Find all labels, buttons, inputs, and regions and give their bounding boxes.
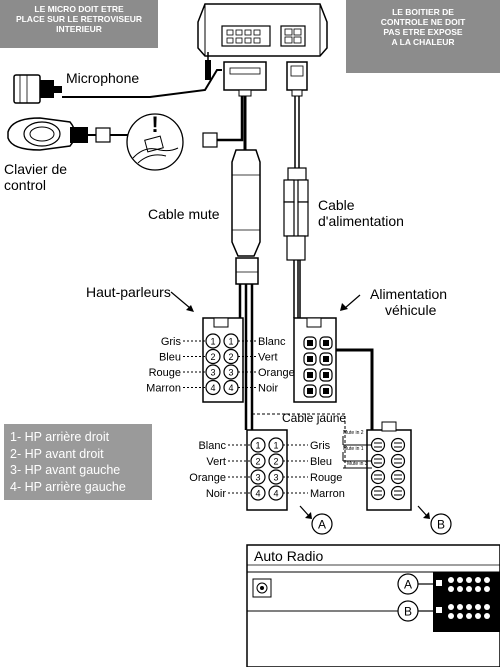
speaker_bottom-pin-number: 2: [273, 457, 278, 467]
speaker_bottom-left-color-label: Vert: [206, 456, 226, 468]
speaker_bottom-pin-number: 1: [273, 441, 278, 451]
speaker_bottom-pin-number: 4: [273, 489, 278, 499]
connector-b-harness: [366, 421, 412, 511]
speaker_bottom-right-color-label: Marron: [310, 488, 345, 500]
keypad-remote-icon: [7, 117, 88, 151]
power-connector-vehicle: [293, 317, 337, 403]
speaker_top-left-color-label: Gris: [161, 336, 182, 348]
speaker_bottom-left-color-label: Orange: [189, 472, 226, 484]
arrow-to-a: [299, 505, 333, 535]
heat-warning-note: LE BOITIER DE CONTROLE NE DOIT PAS ETRE …: [346, 0, 500, 73]
speaker_top-pin-number: 2: [228, 352, 233, 362]
power-cable: [283, 96, 309, 318]
speaker_bottom-pin-number: 3: [255, 473, 260, 483]
speaker_top-pin-3-left: [205, 364, 221, 380]
radio-socket-a-label: A: [404, 578, 412, 592]
mute-in-3-label: Mute in 3: [347, 461, 368, 467]
legend-item-3: 3- HP avant gauche: [10, 463, 121, 477]
speaker_bottom-left-color-label: Blanc: [198, 440, 226, 452]
microphone-placement-note: LE MICRO DOIT ETRE PLACE SUR LE RETROVIS…: [0, 0, 158, 48]
speaker-legend: 1- HP arrière droit 2- HP avant droit 3-…: [4, 424, 152, 500]
speaker_top-left-color-label: Rouge: [149, 367, 181, 379]
vehicle-power-label-line2: véhicule: [385, 302, 437, 318]
legend-item-2: 2- HP avant droit: [10, 446, 104, 461]
speaker_top-right-color-label: Orange: [258, 367, 295, 379]
speaker_top-right-color-label: Vert: [258, 352, 278, 364]
speaker_top-pin-number: 1: [210, 337, 215, 347]
speaker_bottom-pin-number: 4: [255, 489, 260, 499]
speaker_bottom-pin-3-left: [250, 469, 266, 485]
speaker_top-right-color-label: Blanc: [258, 336, 286, 348]
mute-label-lines: [342, 436, 372, 469]
keypad-label-line2: control: [4, 177, 46, 193]
connector-a-label: A: [318, 518, 326, 532]
legend-item-4: 4- HP arrière gauche: [10, 479, 126, 494]
yellow-cable-label: Cable jaune: [282, 411, 346, 425]
speaker_bottom-right-color-label: Gris: [310, 440, 331, 452]
speaker_top-left-color-label: Marron: [146, 383, 181, 395]
speaker_top-pin-4-left: [205, 379, 221, 396]
speaker_top-pin-number: 3: [228, 368, 233, 378]
speaker_top-pin-number: 1: [228, 337, 233, 347]
radio-socket-b-label: B: [404, 605, 412, 619]
auto-radio-unit: [246, 544, 500, 667]
speaker_top-pin-number: 4: [210, 383, 215, 393]
label-arrows: [170, 291, 361, 312]
speaker_top-pin-2-left: [205, 348, 221, 365]
speaker_top-pin-number: 3: [210, 368, 215, 378]
power-cable-label-line1: Cable: [318, 197, 355, 213]
power-wire-to-b: [336, 348, 374, 430]
speaker_bottom-pin-number: 2: [255, 457, 260, 467]
microphone-label: Microphone: [66, 70, 139, 86]
power-plug-top: [286, 61, 308, 97]
speaker_bottom-pin-1-left: [250, 437, 266, 453]
control-box: [197, 3, 328, 57]
legend-item-1: 1- HP arrière droit: [10, 430, 110, 444]
microphone-cable: [62, 52, 222, 98]
mute-in-1-label: Mute in 1: [343, 446, 364, 452]
auto-radio-title: Auto Radio: [254, 548, 323, 564]
mute-in-2-label: Mute in 2: [343, 430, 364, 436]
mount-detail-circle: [126, 113, 184, 171]
speaker_bottom-right-color-label: Bleu: [310, 456, 332, 468]
speaker_bottom-pin-number: 3: [273, 473, 278, 483]
speaker_bottom-pin-number: 1: [255, 441, 260, 451]
power-cable-label-line2: d'alimentation: [318, 213, 404, 229]
warning-exclamation-icon: !: [151, 112, 158, 137]
keypad-cable: [88, 127, 128, 143]
speaker_bottom-pin-2-left: [250, 453, 266, 469]
mute-plug-top: [223, 61, 267, 97]
speaker_top-pin-1-left: [205, 333, 221, 349]
speaker_top-left-color-label: Bleu: [159, 352, 181, 364]
speaker_top-right-color-label: Noir: [258, 383, 279, 395]
connector-b-label: B: [437, 518, 445, 532]
speaker_top-pin-number: 4: [228, 383, 233, 393]
speakers-label: Haut-parleurs: [86, 284, 171, 300]
cable-mute-label: Cable mute: [148, 206, 220, 222]
speaker_top-pin-number: 2: [210, 352, 215, 362]
speaker_bottom-pin-4-left: [250, 485, 266, 501]
keypad-plug: [202, 96, 244, 148]
microphone-icon: [13, 74, 62, 104]
speaker_bottom-left-color-label: Noir: [206, 488, 227, 500]
speaker_bottom-right-color-label: Rouge: [310, 472, 342, 484]
arrow-to-b: [417, 505, 452, 535]
mute-harness-body: [231, 149, 261, 285]
vehicle-power-label-line1: Alimentation: [370, 286, 447, 302]
keypad-label-line1: Clavier de: [4, 161, 67, 177]
